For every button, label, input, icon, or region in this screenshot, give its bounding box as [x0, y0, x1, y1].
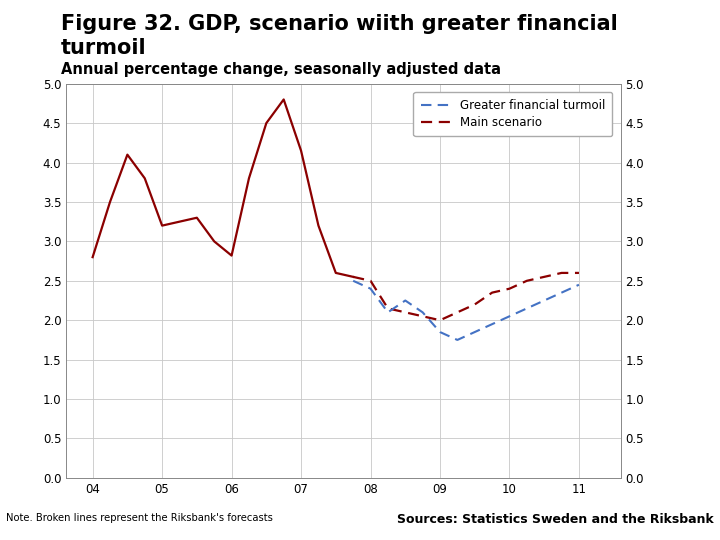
Text: SVERIGES: SVERIGES — [636, 25, 678, 35]
Text: Note. Broken lines represent the Riksbank's forecasts: Note. Broken lines represent the Riksban… — [6, 513, 273, 523]
Text: Annual percentage change, seasonally adjusted data: Annual percentage change, seasonally adj… — [61, 62, 501, 77]
Text: turmoil: turmoil — [61, 38, 147, 58]
Text: Sources: Statistics Sweden and the Riksbank: Sources: Statistics Sweden and the Riksb… — [397, 513, 714, 526]
Text: Figure 32. GDP, scenario wiith greater financial: Figure 32. GDP, scenario wiith greater f… — [61, 14, 618, 33]
Text: RIKSBANK: RIKSBANK — [635, 41, 679, 50]
Legend: Greater financial turmoil, Main scenario: Greater financial turmoil, Main scenario — [413, 92, 612, 137]
